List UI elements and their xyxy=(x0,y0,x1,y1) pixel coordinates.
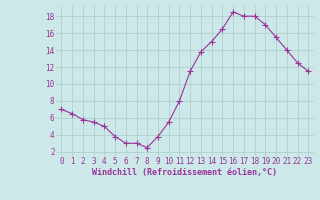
X-axis label: Windchill (Refroidissement éolien,°C): Windchill (Refroidissement éolien,°C) xyxy=(92,168,277,177)
